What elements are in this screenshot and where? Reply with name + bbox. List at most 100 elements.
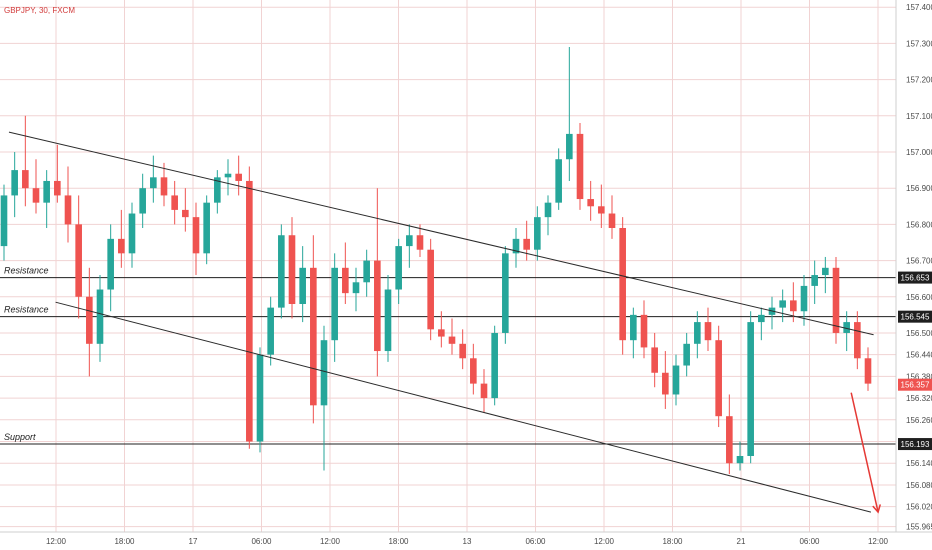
time-tick-label: 21 — [737, 537, 746, 546]
price-tick-label: 156.320 — [906, 394, 932, 403]
price-tick-label: 156.140 — [906, 459, 932, 468]
candle-body — [800, 285, 808, 312]
level-label: Resistance — [4, 305, 49, 315]
price-tick-label: 157.100 — [906, 112, 932, 121]
current-price-tag-text: 156.357 — [901, 381, 930, 390]
candle-body — [512, 238, 520, 254]
candle-body — [384, 289, 392, 352]
price-tick-label: 156.700 — [906, 257, 932, 266]
price-tick-label: 156.080 — [906, 481, 932, 490]
price-tick-label: 156.900 — [906, 184, 932, 193]
arrow-head — [872, 504, 882, 514]
time-axis: 12:00 18:00 17 06:00 12:00 18:00 13 06:00 12:00 1… — [46, 537, 889, 546]
candle-body — [171, 195, 178, 210]
price-tick-label: 157.300 — [906, 39, 932, 48]
candle-body — [150, 177, 157, 189]
price-tick-label: 157.000 — [906, 148, 932, 157]
candle-body — [235, 173, 242, 181]
candle-body — [694, 322, 701, 344]
candle-body — [683, 343, 690, 366]
price-tick-label: 156.800 — [906, 220, 932, 229]
candle-body — [416, 235, 424, 250]
time-tick-label: 12:00 — [868, 537, 889, 546]
price-tick-label: 156.440 — [906, 351, 932, 360]
candle-body — [747, 322, 754, 456]
price-tick-label: 155.965 — [906, 523, 932, 532]
candle-body — [566, 133, 573, 160]
time-tick-label: 18:00 — [662, 537, 683, 546]
price-tick-label: 157.400 — [906, 3, 932, 12]
price-tick-label: 156.260 — [906, 416, 932, 425]
candle-body — [608, 213, 616, 228]
candle-body — [256, 354, 264, 442]
candle-body — [736, 456, 744, 464]
candle-body — [715, 340, 722, 417]
price-axis: 157.400 157.300 157.200 157.100 157.000 156.9… — [906, 3, 932, 531]
candle-body — [22, 170, 29, 189]
candle-body — [502, 253, 509, 333]
candle-body — [267, 307, 274, 355]
candle-body — [758, 314, 765, 323]
candle-body — [96, 289, 104, 344]
time-tick-label: 13 — [463, 537, 472, 546]
candle-body — [843, 322, 850, 333]
candle-body — [704, 322, 712, 341]
candle-body — [448, 336, 456, 344]
candle-body — [107, 238, 114, 290]
candle-body — [86, 296, 93, 344]
projection-arrow — [850, 392, 882, 514]
candle-body — [523, 238, 530, 250]
channel-upper-line — [8, 131, 874, 336]
level-price-tag — [898, 271, 932, 284]
candle-body — [288, 235, 296, 304]
candle-body — [534, 217, 541, 250]
candle-body — [331, 267, 338, 341]
candle-body — [118, 238, 125, 254]
channel-lower-line — [55, 301, 872, 513]
level-label: Support — [4, 432, 36, 442]
price-tick-label: 156.600 — [906, 293, 932, 302]
candle-body — [811, 275, 818, 286]
candle-body — [214, 177, 221, 203]
chart-title: GBPJPY, 30, FXCM — [4, 6, 75, 15]
candle-body — [832, 267, 840, 333]
candle-body — [790, 300, 797, 312]
time-tick-label: 17 — [189, 537, 198, 546]
candle-body — [630, 314, 637, 341]
candle-body — [726, 416, 733, 464]
candle-body — [11, 170, 18, 196]
candle-body — [555, 159, 562, 203]
candle-body — [651, 347, 658, 373]
time-tick-label: 06:00 — [799, 537, 820, 546]
level-price-tag — [898, 438, 932, 451]
candle-body — [75, 224, 82, 297]
candle-body — [395, 246, 402, 290]
candle-body — [480, 383, 488, 399]
candle-body — [619, 228, 626, 341]
level-lines: Resistance Resistance Support — [0, 266, 896, 445]
candle-body — [310, 267, 317, 406]
time-tick-label: 12:00 — [320, 537, 341, 546]
time-tick-label: 12:00 — [46, 537, 67, 546]
candle-body — [64, 195, 72, 225]
candle-body — [598, 206, 605, 214]
level-label: Resistance — [4, 266, 49, 276]
candle-body — [459, 343, 466, 359]
candle-body — [374, 260, 381, 352]
candle-body — [342, 267, 349, 294]
candle-body — [864, 358, 872, 384]
arrow-shaft — [850, 392, 879, 513]
candle-body — [662, 372, 669, 395]
candle-body — [544, 202, 552, 218]
candle-body — [203, 202, 210, 254]
candle-body — [363, 260, 370, 283]
candle-body — [587, 199, 594, 207]
candle-body — [576, 133, 584, 200]
candle-body — [246, 180, 253, 442]
candle-body — [32, 188, 40, 203]
price-tick-label: 156.500 — [906, 329, 932, 338]
candle-body — [192, 217, 200, 254]
